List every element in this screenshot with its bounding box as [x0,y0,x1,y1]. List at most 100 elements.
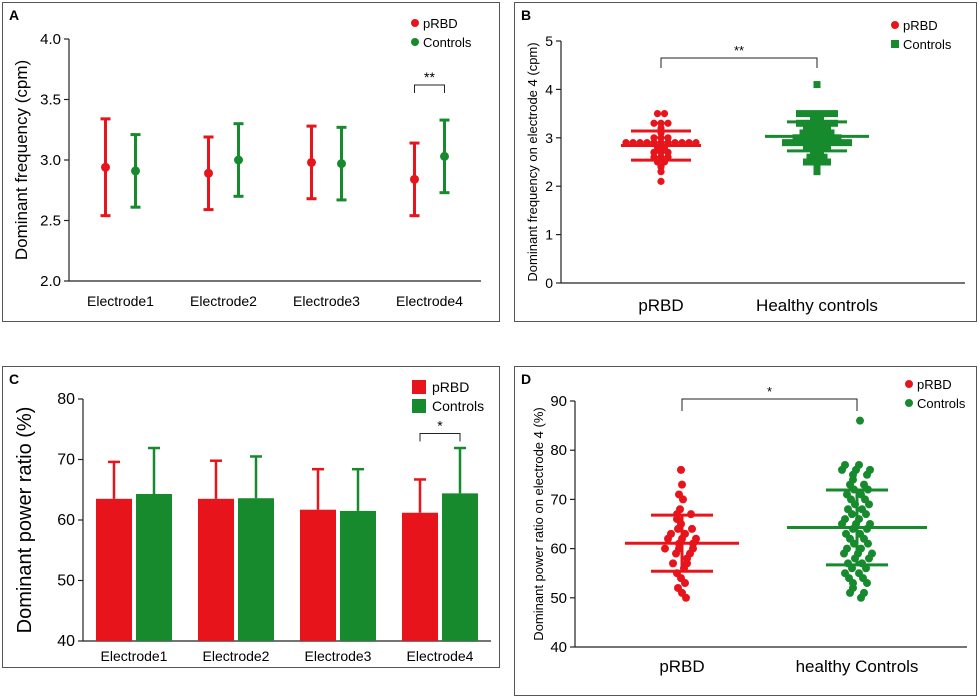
panel-b: B 0 1 2 3 4 5 Dominant frequency on electrode … [514,2,977,322]
data-point [810,143,817,151]
data-point [820,129,828,137]
data-point [796,139,803,147]
data-point [813,153,821,161]
panel-d-label: D [521,371,532,387]
data-point [856,416,864,425]
data-point [845,139,852,147]
x-tick-label: healthy Controls [796,657,919,676]
mean-point [307,157,316,167]
data-point [855,460,863,469]
data-point [657,168,665,176]
x-tick-label: Healthy controls [756,296,878,315]
bar [238,498,274,641]
legend-marker-0 [411,19,419,27]
data-point [860,588,868,597]
bar [442,493,478,641]
significance-bracket [414,84,445,93]
significance-label: * [767,384,772,399]
y-tick-label: 3 [545,130,553,146]
data-point [866,465,874,474]
bar [198,498,234,641]
y-tick-label: 70 [550,491,567,508]
legend-marker-1 [905,399,913,407]
legend-marker-0 [905,380,913,388]
data-point [817,124,824,132]
y-tick-label: 3.0 [40,152,61,169]
legend-marker-1 [411,38,419,46]
legend-label-0: pRBD [903,18,938,33]
chart-b: 0 1 2 3 4 5 Dominant frequency on electrode 4 … [525,18,965,315]
data-point [824,143,831,151]
data-point [810,139,817,147]
y-tick-label: 90 [550,393,567,410]
mean-point [204,168,213,178]
data-point [650,119,658,127]
data-point [838,139,845,147]
y-axis-label: Dominant frequency (cpm) [12,60,31,260]
data-point [824,110,831,118]
data-point [857,490,865,499]
y-tick-label: 50 [57,573,75,590]
y-tick-label: 50 [550,590,567,607]
x-tick-label: Electrode2 [203,648,270,664]
data-point [844,505,852,514]
legend-label-1: Controls [903,37,952,52]
y-tick-label: 60 [57,512,75,529]
data-point [803,124,810,132]
y-tick-label: 4 [545,81,553,97]
legend-marker-1 [891,40,899,48]
data-point [843,490,851,499]
data-point [810,158,817,166]
y-tick-label: 5 [545,33,553,49]
data-point [841,460,849,469]
significance-label: ** [424,69,435,85]
mean-point [410,174,419,184]
y-tick-label: 3.5 [40,92,61,109]
data-point [676,505,684,514]
significance-bracket [681,398,858,411]
data-point [860,480,868,489]
data-point [660,110,669,118]
data-point [803,139,810,147]
legend-label-1: Controls [423,35,472,50]
y-axis-label: Dominant frequency on electrode 4 (cpm) [525,42,540,281]
bar [300,509,336,641]
data-point [810,114,817,122]
data-point [820,153,828,161]
bar [96,498,132,641]
y-axis-label: Dominant power ratio (%) [14,407,36,634]
x-tick-label: Electrode4 [396,293,463,309]
legend-label-1: Controls [432,398,484,414]
x-tick-label: Electrode1 [101,648,168,664]
bar [402,512,438,641]
data-point [824,124,831,132]
x-tick-label: Electrode2 [190,293,257,309]
data-point [827,129,835,137]
legend-label-1: Controls [917,396,966,411]
x-tick-label: Electrode3 [293,293,360,309]
bar [136,493,172,641]
legend-label-0: pRBD [432,379,469,395]
significance-label: * [437,417,443,433]
data-point [678,480,686,489]
data-point [688,524,696,533]
significance-bracket [419,432,461,442]
data-point [806,129,814,137]
mean-point [234,155,243,165]
y-tick-label: 40 [57,633,75,650]
x-tick-label: Electrode1 [87,293,154,309]
data-point [858,505,866,514]
data-point [789,139,796,147]
data-point [824,158,831,166]
data-point [813,81,821,89]
y-tick-label: 0 [545,275,553,291]
mean-point [440,151,449,161]
data-point [824,139,831,147]
chart-c: 40 50 60 70 80 Dominant power ratio (%) Electr… [14,379,491,664]
data-point [799,129,807,137]
chart-a: 2.0 2.5 3.0 3.5 4.0 Dominant frequency (cpm) E… [12,16,481,309]
bar [340,510,376,641]
mean-point [101,162,110,172]
data-point [677,465,685,474]
y-tick-label: 2.5 [40,213,61,230]
